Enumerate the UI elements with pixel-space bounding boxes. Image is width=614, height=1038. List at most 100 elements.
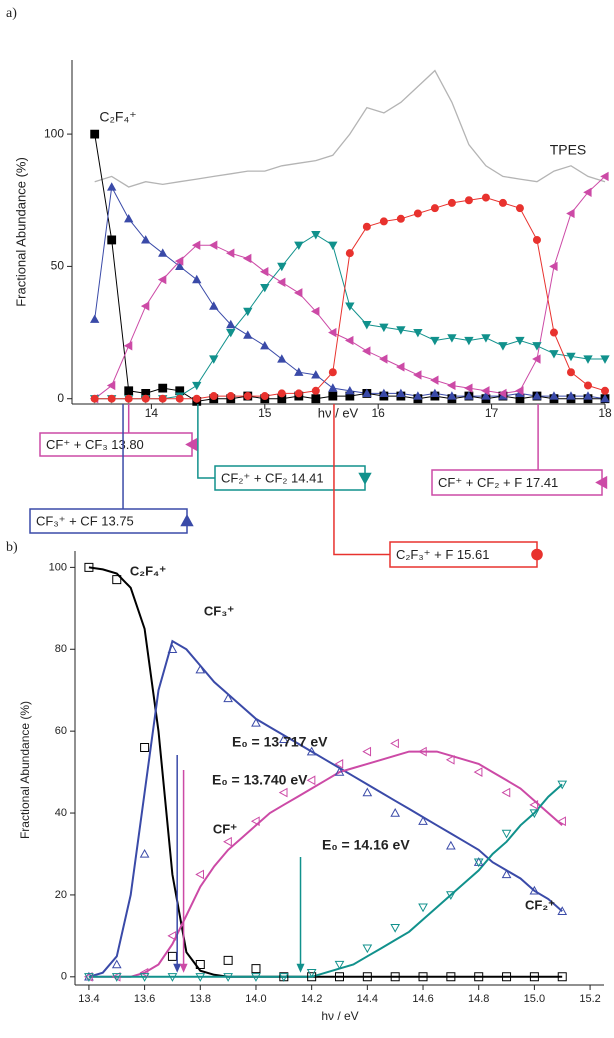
marker [111,973,122,982]
marker [362,972,372,982]
marker [225,248,235,258]
marker [111,971,121,982]
annotation-label: CF₃⁺ + CF 13.75 [36,513,134,528]
marker [90,129,100,139]
x-tick-label: 14.4 [357,993,378,1005]
marker [446,891,456,900]
x-tick-label: 15.0 [524,993,545,1005]
marker [600,355,610,364]
marker [107,235,117,245]
marker [379,323,389,333]
marker [209,301,219,310]
marker [362,787,373,797]
marker [277,354,287,363]
marker [123,341,133,351]
marker [418,816,428,825]
marker [600,393,610,403]
series-line [94,197,606,400]
marker [418,972,428,982]
marker [90,394,99,403]
marker [549,261,558,272]
marker [446,972,456,982]
marker [277,262,287,272]
marker [447,198,456,207]
marker [334,767,345,776]
marker [276,277,286,287]
marker [464,336,474,346]
marker [481,334,491,343]
marker [481,193,490,202]
marker [111,959,122,969]
marker [430,336,440,346]
marker [396,326,406,335]
series-label: C₂F₄⁺ [130,563,166,578]
marker [277,389,286,398]
marker [306,969,317,978]
marker [583,391,593,400]
marker [583,355,593,364]
marker [334,759,344,769]
x-tick-label: 14 [145,406,159,420]
marker [447,380,456,391]
marker [481,386,490,396]
marker [279,972,289,982]
series-line [94,176,606,400]
marker [418,903,428,913]
marker [167,931,177,941]
marker [167,644,178,653]
marker [175,394,184,403]
marker [501,829,512,839]
marker [158,394,167,403]
marker [311,231,321,240]
marker [557,906,568,916]
marker [328,383,338,392]
marker [334,960,345,970]
marker [260,392,269,401]
marker [379,388,389,398]
marker [396,362,405,372]
marker [390,738,399,749]
marker [345,302,355,311]
x-axis-title: hν / eV [321,1009,358,1023]
y-tick-label: 50 [51,259,65,273]
marker [294,389,303,398]
marker [294,367,304,376]
y-tick-label: 0 [57,391,64,405]
annotation-label: C₂F₃⁺ + F 15.61 [396,547,489,562]
marker [362,222,371,231]
marker [358,472,372,485]
series-label: CF⁺ [213,821,237,836]
marker [223,955,233,965]
marker [515,204,524,213]
marker [139,967,149,978]
marker [311,386,320,395]
marker [140,301,150,311]
y-tick-label: 60 [55,725,67,737]
marker [413,391,423,400]
marker [250,816,260,827]
marker [362,388,372,398]
marker [124,394,133,403]
marker [243,330,253,339]
marker [185,437,198,452]
marker [124,386,134,396]
marker [498,198,507,207]
marker [251,973,261,982]
marker [167,973,178,982]
annotation-label: E₀ = 13.717 eV [232,734,328,750]
marker [307,972,317,982]
annotation-box [389,541,538,568]
marker [192,394,201,403]
marker [557,780,568,790]
marker [557,972,567,982]
marker [390,808,401,817]
x-tick-label: 13.8 [190,993,211,1005]
x-tick-label: 13.4 [78,993,99,1005]
marker [379,217,388,226]
marker [515,386,524,396]
marker [311,370,321,379]
panel-label: a) [6,6,17,21]
marker [223,973,233,982]
marker [139,973,150,982]
marker [243,307,253,317]
